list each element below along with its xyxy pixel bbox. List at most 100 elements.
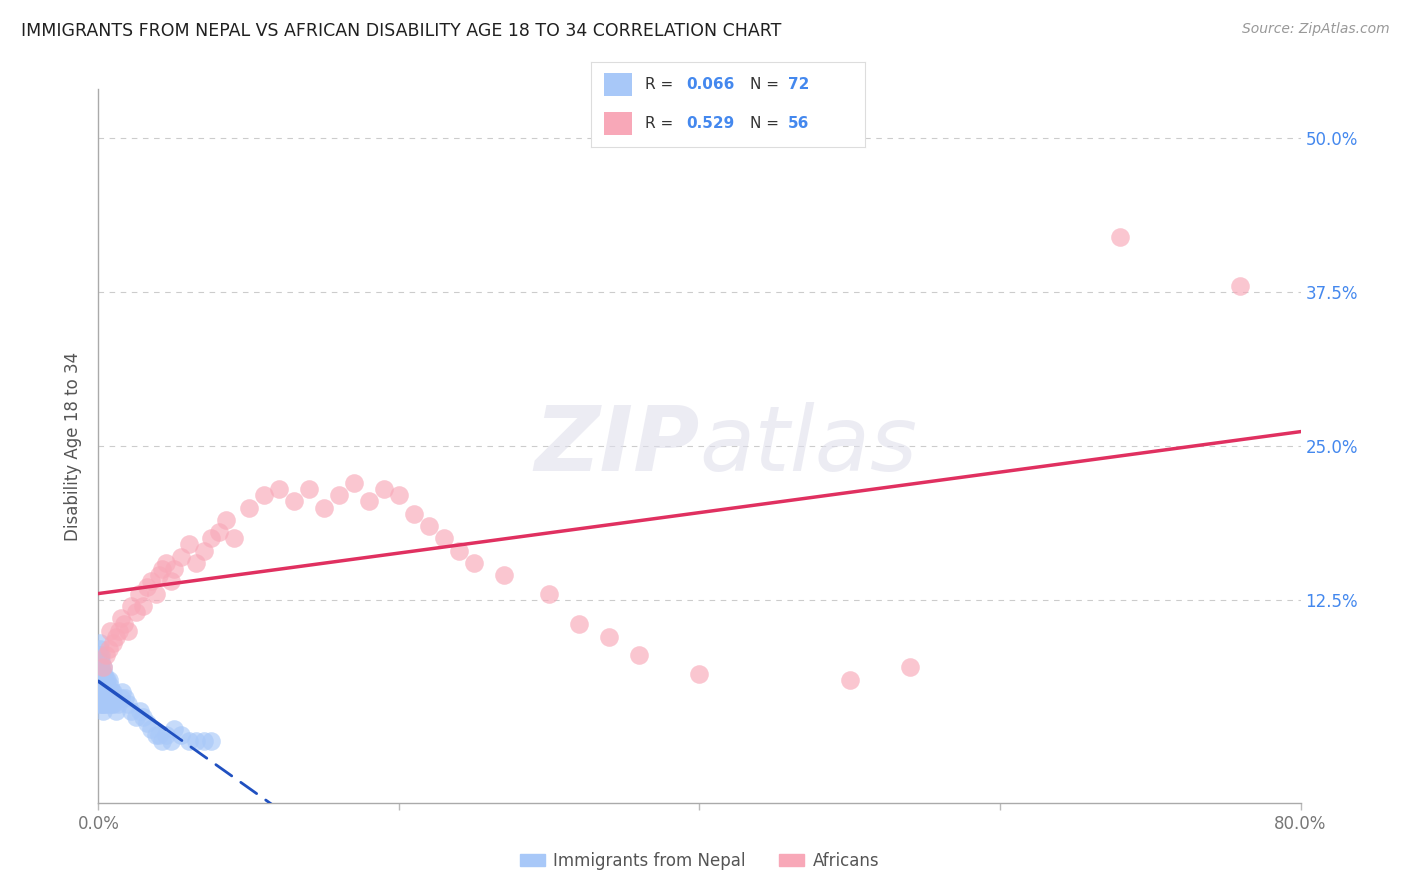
Point: [121, 704, 143, 718]
Point: [170, 549, 193, 564]
Point: [418, 519, 440, 533]
Point: [90, 691, 112, 706]
Point: [200, 531, 222, 545]
Point: [114, 691, 136, 706]
Point: [90, 685, 112, 699]
Point: [107, 698, 129, 712]
Point: [100, 679, 122, 693]
Point: [89, 685, 111, 699]
Text: N =: N =: [749, 77, 783, 92]
Legend: Immigrants from Nepal, Africans: Immigrants from Nepal, Africans: [513, 846, 886, 877]
Point: [447, 543, 470, 558]
Point: [91, 660, 114, 674]
Point: [103, 685, 125, 699]
Point: [298, 482, 321, 496]
Point: [89, 673, 111, 687]
Point: [155, 556, 177, 570]
Point: [91, 679, 114, 693]
Point: [110, 691, 132, 706]
Point: [125, 709, 148, 723]
Point: [139, 722, 162, 736]
Bar: [605, 72, 631, 96]
Point: [97, 698, 120, 712]
Text: 72: 72: [787, 77, 810, 92]
Point: [91, 666, 114, 681]
Point: [89, 642, 111, 657]
Point: [105, 704, 128, 718]
Point: [628, 648, 651, 662]
Point: [898, 660, 921, 674]
Point: [96, 691, 118, 706]
Point: [177, 537, 200, 551]
Text: ZIP: ZIP: [534, 402, 700, 490]
Point: [145, 587, 167, 601]
Point: [433, 531, 456, 545]
Point: [312, 500, 335, 515]
Point: [148, 568, 170, 582]
Point: [1109, 230, 1132, 244]
Point: [267, 482, 290, 496]
Point: [90, 648, 112, 662]
Point: [125, 605, 148, 619]
Point: [253, 488, 276, 502]
Point: [838, 673, 860, 687]
Point: [89, 698, 111, 712]
Point: [97, 642, 120, 657]
Point: [90, 666, 112, 681]
Point: [90, 660, 112, 674]
Point: [97, 673, 120, 687]
Point: [94, 698, 117, 712]
Point: [135, 715, 157, 730]
Point: [89, 636, 111, 650]
Point: [93, 698, 115, 712]
Text: IMMIGRANTS FROM NEPAL VS AFRICAN DISABILITY AGE 18 TO 34 CORRELATION CHART: IMMIGRANTS FROM NEPAL VS AFRICAN DISABIL…: [21, 22, 782, 40]
Point: [90, 698, 112, 712]
Point: [103, 636, 125, 650]
Point: [215, 513, 238, 527]
Point: [132, 709, 155, 723]
Point: [155, 728, 177, 742]
Point: [193, 543, 215, 558]
Point: [89, 679, 111, 693]
Point: [128, 587, 150, 601]
Point: [184, 556, 207, 570]
Point: [101, 685, 124, 699]
Point: [93, 679, 115, 693]
Point: [97, 685, 120, 699]
Point: [538, 587, 561, 601]
Y-axis label: Disability Age 18 to 34: Disability Age 18 to 34: [65, 351, 83, 541]
Point: [93, 691, 115, 706]
Point: [150, 734, 173, 748]
Point: [90, 679, 112, 693]
Point: [193, 734, 215, 748]
Point: [96, 679, 118, 693]
Point: [222, 531, 245, 545]
Point: [328, 488, 350, 502]
Point: [373, 482, 395, 496]
Point: [96, 673, 118, 687]
Point: [283, 494, 305, 508]
Point: [598, 630, 620, 644]
Point: [184, 734, 207, 748]
Point: [101, 698, 124, 712]
Point: [494, 568, 516, 582]
Point: [94, 648, 117, 662]
Point: [90, 654, 112, 668]
Point: [94, 673, 117, 687]
Point: [110, 611, 132, 625]
Point: [89, 648, 111, 662]
Text: atlas: atlas: [700, 402, 918, 490]
Point: [91, 660, 114, 674]
Point: [159, 734, 181, 748]
Text: R =: R =: [645, 116, 679, 131]
Point: [105, 630, 128, 644]
Point: [463, 556, 485, 570]
Point: [568, 617, 591, 632]
Point: [388, 488, 411, 502]
Point: [139, 574, 162, 589]
Bar: [605, 112, 631, 136]
Point: [108, 624, 131, 638]
Point: [91, 704, 114, 718]
Point: [162, 562, 184, 576]
Point: [90, 673, 112, 687]
